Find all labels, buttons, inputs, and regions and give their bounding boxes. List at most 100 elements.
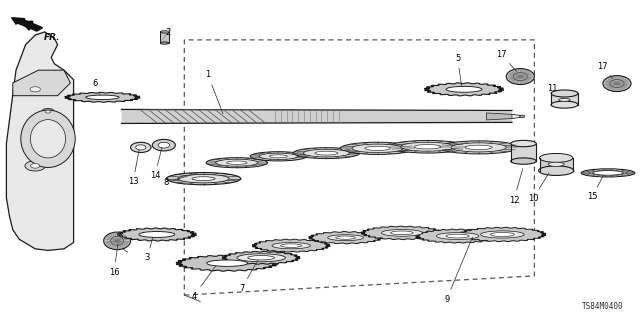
Ellipse shape (259, 153, 298, 160)
Ellipse shape (31, 120, 65, 158)
Polygon shape (222, 251, 300, 264)
Ellipse shape (365, 146, 390, 151)
Text: 17: 17 (598, 62, 612, 78)
Ellipse shape (538, 166, 574, 175)
Ellipse shape (293, 148, 360, 159)
Circle shape (42, 108, 54, 115)
Polygon shape (13, 70, 70, 96)
Text: 7: 7 (239, 260, 258, 293)
Polygon shape (176, 255, 278, 271)
Polygon shape (486, 113, 512, 120)
Ellipse shape (490, 233, 515, 236)
Ellipse shape (248, 256, 275, 260)
Ellipse shape (269, 155, 287, 158)
Ellipse shape (451, 143, 506, 152)
Circle shape (36, 125, 47, 130)
Ellipse shape (280, 244, 302, 247)
Ellipse shape (598, 169, 605, 171)
Ellipse shape (161, 31, 169, 33)
Ellipse shape (551, 90, 578, 97)
Ellipse shape (20, 110, 76, 167)
Ellipse shape (551, 101, 578, 108)
Text: TS84M0400: TS84M0400 (582, 302, 624, 311)
Ellipse shape (207, 260, 248, 266)
Text: 5: 5 (455, 54, 461, 86)
Ellipse shape (583, 172, 591, 174)
Ellipse shape (401, 142, 454, 151)
FancyArrow shape (12, 18, 42, 31)
Text: 16: 16 (109, 244, 119, 277)
Ellipse shape (548, 162, 564, 167)
Text: 14: 14 (150, 148, 162, 180)
Ellipse shape (328, 235, 364, 241)
Ellipse shape (465, 145, 492, 150)
Text: 12: 12 (509, 168, 523, 204)
Polygon shape (459, 227, 546, 241)
Ellipse shape (414, 145, 441, 149)
Polygon shape (415, 229, 500, 243)
Ellipse shape (352, 144, 403, 152)
Circle shape (31, 164, 40, 168)
Ellipse shape (593, 171, 623, 175)
Circle shape (45, 110, 51, 113)
Circle shape (24, 84, 47, 95)
Ellipse shape (104, 232, 131, 249)
Ellipse shape (381, 229, 422, 236)
Polygon shape (361, 226, 443, 240)
Text: 13: 13 (128, 150, 139, 186)
Polygon shape (252, 239, 330, 252)
Text: FR.: FR. (44, 33, 60, 41)
Ellipse shape (178, 174, 229, 183)
Text: 11: 11 (547, 84, 563, 99)
Ellipse shape (511, 158, 536, 164)
Text: 17: 17 (496, 50, 516, 71)
Ellipse shape (166, 173, 241, 185)
Polygon shape (6, 32, 74, 250)
Ellipse shape (131, 142, 151, 152)
Ellipse shape (511, 140, 536, 147)
Text: 15: 15 (587, 175, 604, 201)
Ellipse shape (625, 172, 633, 174)
Ellipse shape (158, 142, 170, 148)
Circle shape (29, 121, 54, 134)
Circle shape (25, 161, 45, 171)
Circle shape (30, 87, 40, 92)
Ellipse shape (621, 170, 629, 172)
Ellipse shape (206, 158, 268, 168)
Ellipse shape (161, 42, 169, 44)
Polygon shape (65, 92, 140, 102)
Text: 2: 2 (165, 28, 170, 43)
Polygon shape (160, 32, 169, 43)
Text: 4: 4 (191, 265, 216, 300)
Polygon shape (511, 144, 536, 161)
Ellipse shape (237, 254, 285, 262)
Ellipse shape (152, 139, 175, 151)
Ellipse shape (192, 177, 215, 181)
Ellipse shape (446, 234, 469, 238)
Ellipse shape (446, 86, 482, 92)
Polygon shape (424, 83, 504, 96)
Ellipse shape (540, 153, 573, 162)
Ellipse shape (513, 73, 527, 81)
Text: 10: 10 (528, 173, 549, 203)
Text: 1: 1 (205, 70, 223, 114)
Ellipse shape (139, 232, 175, 237)
Polygon shape (540, 158, 573, 171)
Ellipse shape (621, 174, 629, 176)
Polygon shape (122, 109, 512, 123)
Ellipse shape (611, 175, 618, 177)
Ellipse shape (559, 98, 570, 101)
Text: 3: 3 (145, 237, 153, 262)
Ellipse shape (436, 233, 479, 240)
Text: 6: 6 (92, 79, 100, 95)
Text: 8: 8 (164, 173, 197, 187)
Ellipse shape (272, 242, 310, 249)
Ellipse shape (603, 76, 631, 92)
Ellipse shape (250, 152, 307, 161)
Ellipse shape (520, 115, 525, 118)
Ellipse shape (390, 231, 413, 235)
Ellipse shape (315, 151, 338, 155)
Ellipse shape (481, 231, 524, 238)
Polygon shape (117, 228, 196, 241)
Ellipse shape (216, 159, 258, 166)
